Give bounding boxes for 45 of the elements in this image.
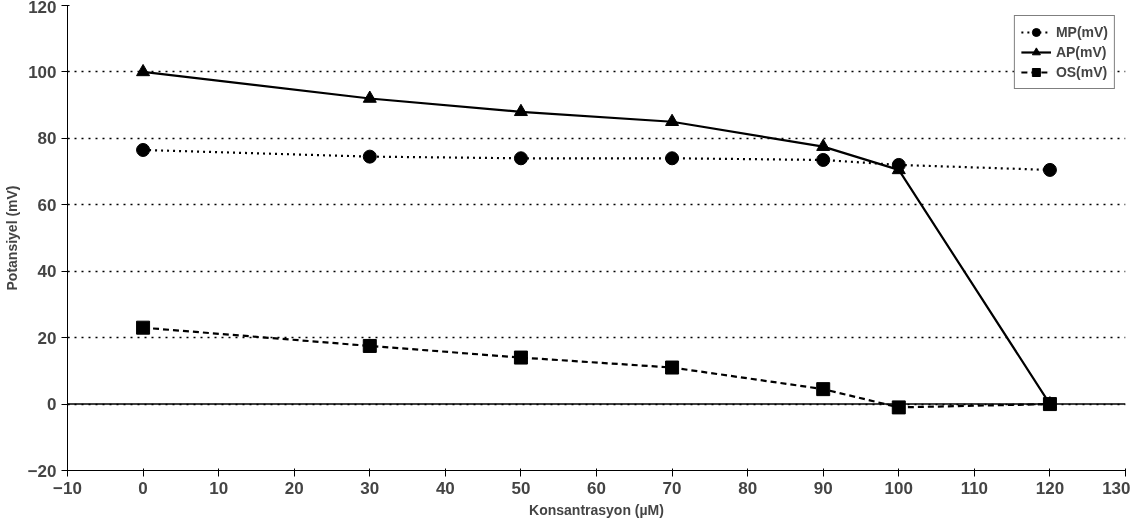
legend-label: MP(mV) xyxy=(1055,24,1108,40)
point xyxy=(513,103,528,117)
x-tick-label: 30 xyxy=(360,478,380,498)
x-tick-label: 50 xyxy=(511,478,531,498)
x-tick-label: 80 xyxy=(738,478,758,498)
point xyxy=(665,113,680,126)
point xyxy=(891,400,906,415)
y-tick-label: 120 xyxy=(28,0,57,17)
point xyxy=(362,149,377,164)
y-tick-label: 20 xyxy=(37,328,57,348)
legend-label: AP(mV) xyxy=(1055,44,1107,60)
point xyxy=(136,63,151,77)
x-tick-label: 100 xyxy=(884,478,913,498)
point xyxy=(513,350,528,365)
y-tick-label: 80 xyxy=(37,129,57,149)
point xyxy=(136,142,151,157)
point xyxy=(1042,162,1057,177)
point xyxy=(665,151,680,166)
point xyxy=(513,151,528,166)
y-tick-label: 0 xyxy=(47,395,57,415)
x-tick-label: 60 xyxy=(587,478,606,498)
y-tick-label: 60 xyxy=(37,195,57,215)
x-tick-label: 70 xyxy=(662,478,682,498)
x-tick-label: 90 xyxy=(813,478,833,498)
x-tick-label: 120 xyxy=(1035,478,1065,498)
x-tick-label: 10 xyxy=(209,478,229,498)
point xyxy=(362,90,377,103)
point xyxy=(665,360,680,375)
x-tick-label: 130 xyxy=(1102,478,1131,498)
y-axis-title: Potansiyel (mV) xyxy=(3,185,20,291)
point xyxy=(362,338,377,353)
point xyxy=(816,138,831,151)
x-axis-title: Konsantrasyon (µM) xyxy=(529,501,664,518)
point xyxy=(136,320,151,335)
point xyxy=(816,382,831,397)
x-tick-label: 110 xyxy=(960,478,989,498)
x-tick-label: 40 xyxy=(435,478,455,498)
y-tick-label: 100 xyxy=(28,62,57,82)
x-tick-label: 20 xyxy=(284,478,304,498)
x-tick-label: 0 xyxy=(138,478,148,498)
point xyxy=(816,152,831,167)
x-tick-label: −10 xyxy=(53,478,82,498)
y-tick-label: 40 xyxy=(37,262,57,282)
y-tick-label: −20 xyxy=(27,461,57,481)
legend-label: OS(mV) xyxy=(1055,64,1108,80)
